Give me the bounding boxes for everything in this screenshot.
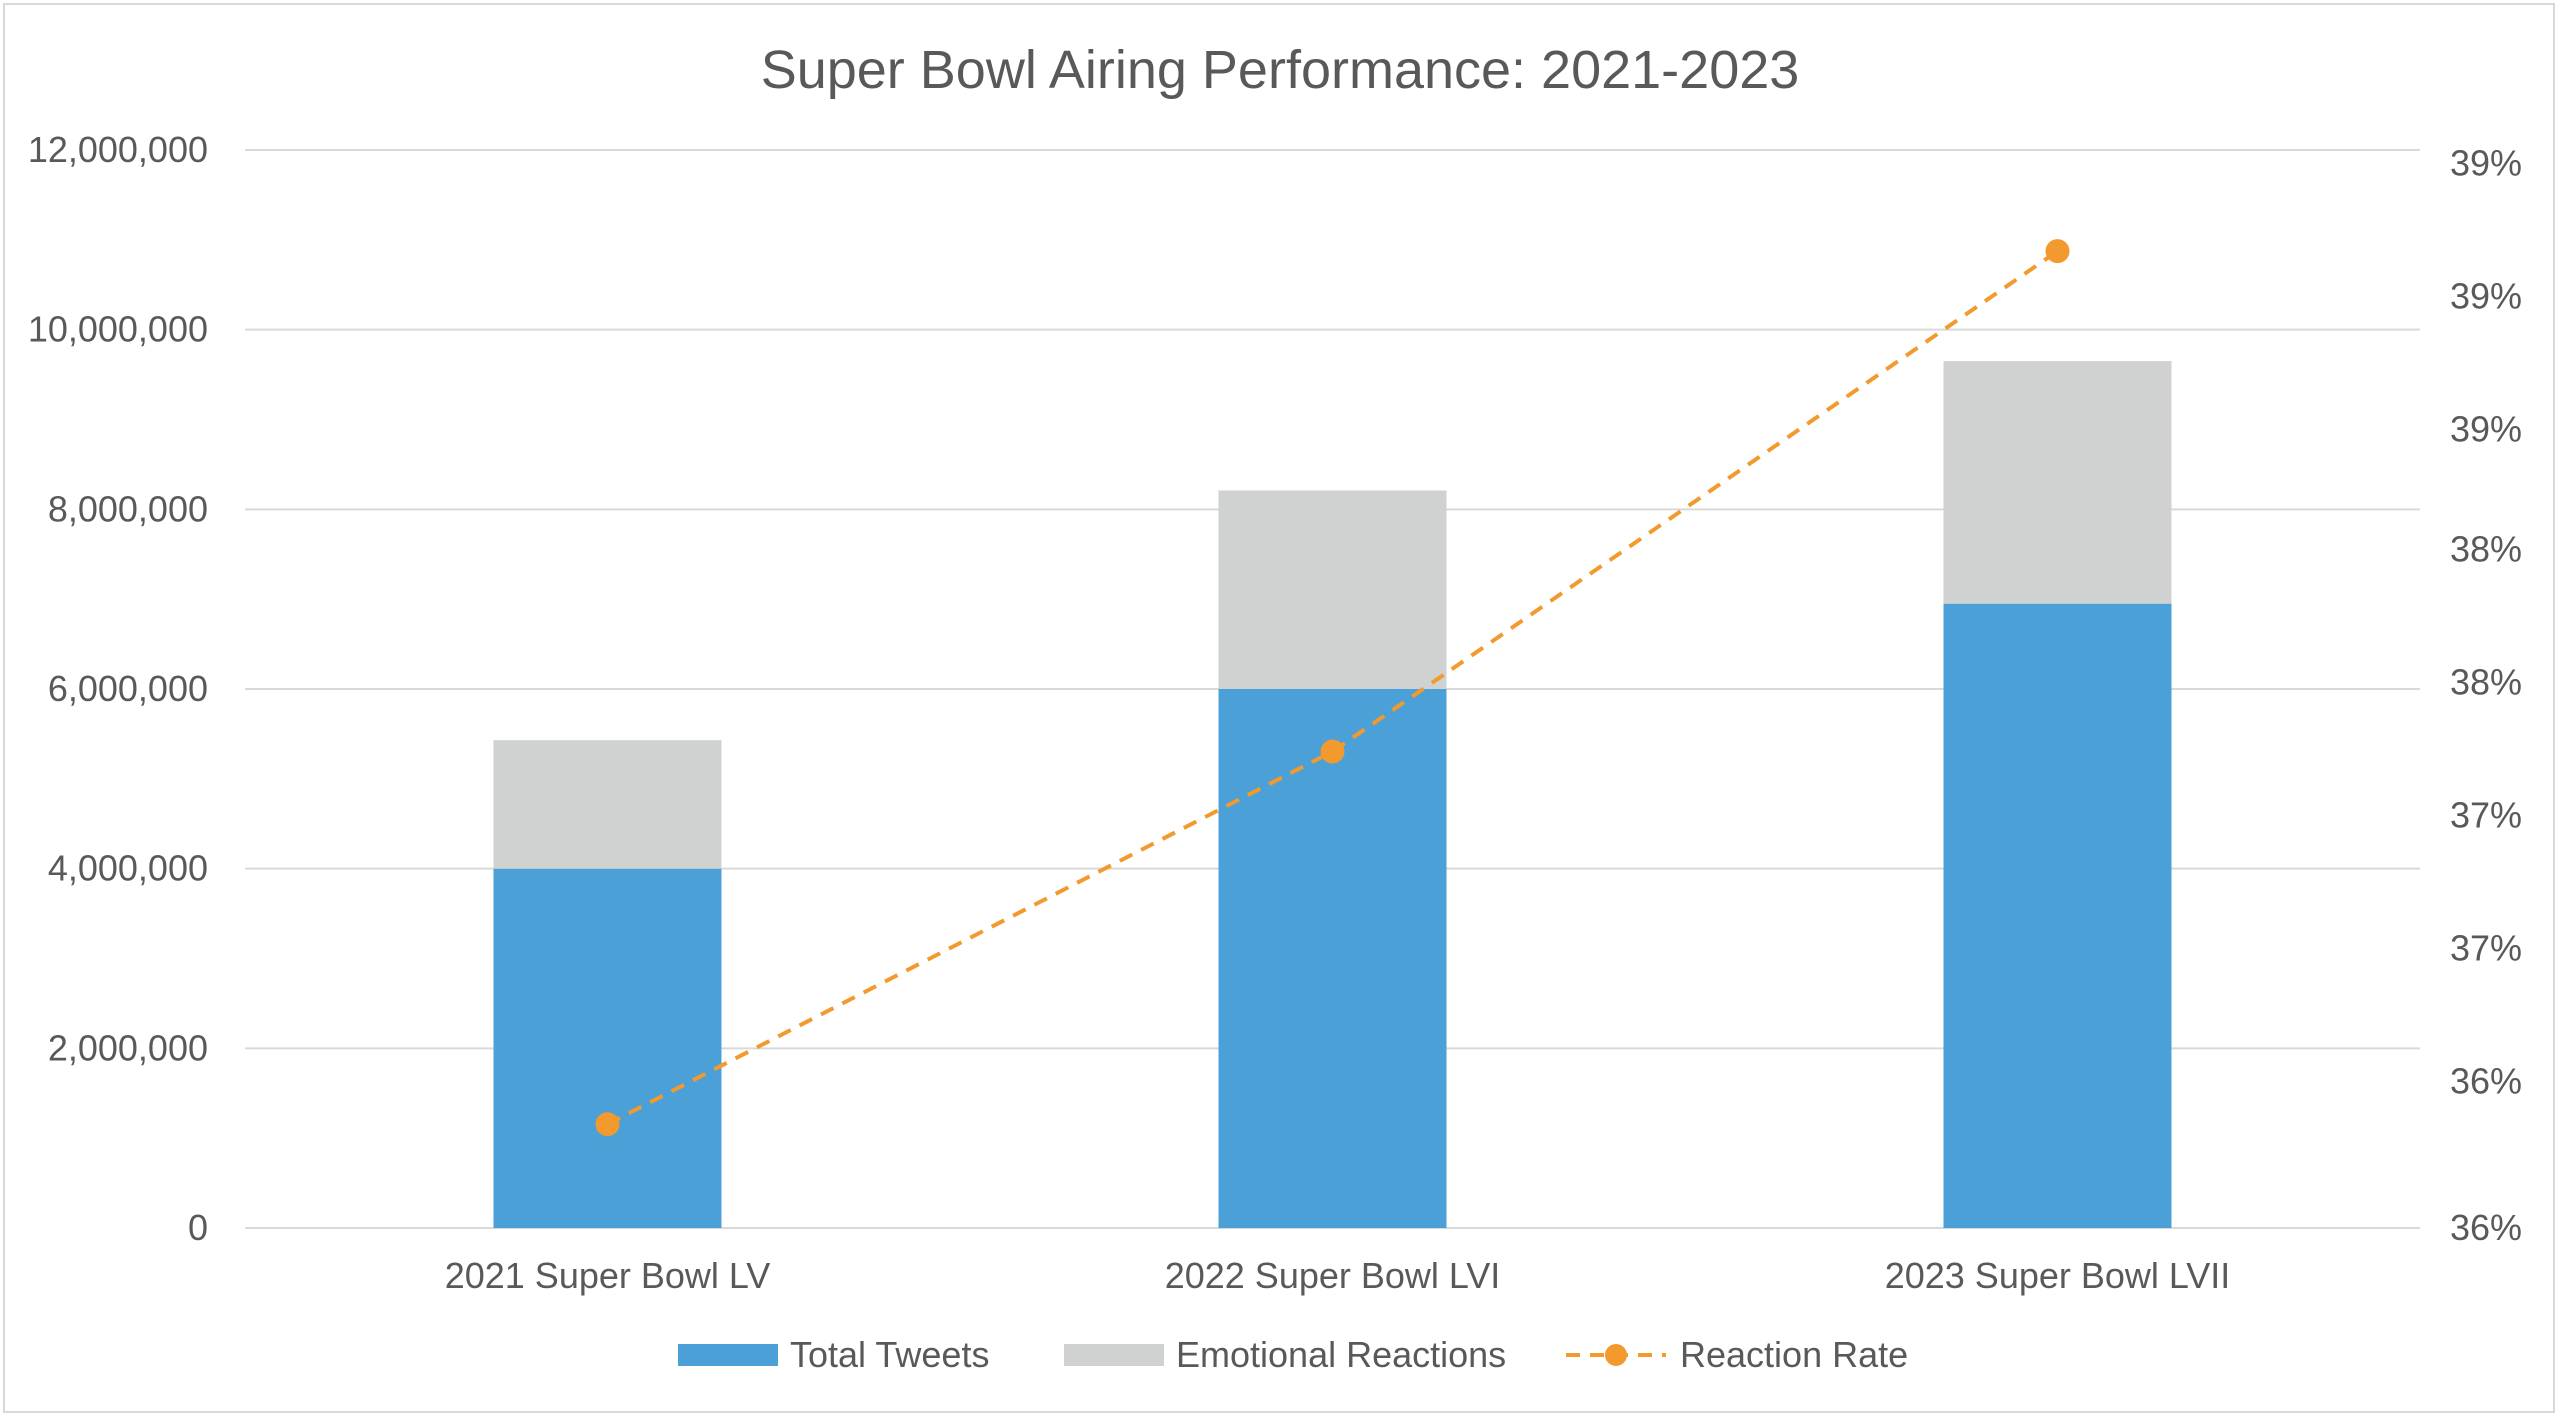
legend-swatch-total-tweets: [678, 1344, 778, 1366]
bar-total-tweets: [1218, 689, 1447, 1228]
legend-swatch-emotional-reactions: [1064, 1344, 1164, 1366]
right-axis-tick-label: 38%: [2450, 528, 2522, 569]
x-axis-tick-label: 2022 Super Bowl LVI: [1165, 1255, 1501, 1296]
bar-emotional-reactions: [1943, 361, 2172, 604]
legend-label-reaction-rate: Reaction Rate: [1680, 1334, 1908, 1375]
x-axis-tick-label: 2023 Super Bowl LVII: [1885, 1255, 2231, 1296]
reaction-rate-line: [606, 249, 2059, 1126]
right-axis-tick-label: 39%: [2450, 142, 2522, 183]
right-axis-tick-label: 39%: [2450, 408, 2522, 449]
left-axis-tick-label: 12,000,000: [28, 129, 208, 170]
reaction-rate-point: [1320, 739, 1345, 764]
chart-title: Super Bowl Airing Performance: 2021-2023: [761, 40, 1800, 100]
left-axis-tick-label: 4,000,000: [48, 848, 208, 889]
legend-label-emotional-reactions: Emotional Reactions: [1176, 1334, 1506, 1375]
bar-emotional-reactions: [493, 740, 722, 869]
bar-emotional-reactions: [1218, 490, 1447, 689]
legend-label-total-tweets: Total Tweets: [790, 1334, 989, 1375]
right-axis-tick-label: 37%: [2450, 794, 2522, 835]
left-axis-tick-label: 10,000,000: [28, 309, 208, 350]
left-axis-tick-label: 2,000,000: [48, 1027, 208, 1068]
right-axis-tick-label: 36%: [2450, 1207, 2522, 1248]
x-axis-tick-label: 2021 Super Bowl LV: [445, 1255, 771, 1296]
left-axis-tick-label: 8,000,000: [48, 488, 208, 529]
left-axis-tick-label: 6,000,000: [48, 668, 208, 709]
legend-swatch-reaction-rate-point: [1605, 1344, 1627, 1366]
left-axis-tick-label: 0: [188, 1207, 208, 1248]
reaction-rate-point: [2045, 239, 2070, 264]
right-axis-tick-label: 36%: [2450, 1061, 2522, 1102]
right-axis-tick-label: 39%: [2450, 275, 2522, 316]
bar-total-tweets: [493, 868, 722, 1228]
bar-total-tweets: [1943, 603, 2172, 1228]
right-axis-tick-label: 37%: [2450, 928, 2522, 969]
right-axis-tick-label: 38%: [2450, 661, 2522, 702]
reaction-rate-point: [595, 1112, 620, 1137]
